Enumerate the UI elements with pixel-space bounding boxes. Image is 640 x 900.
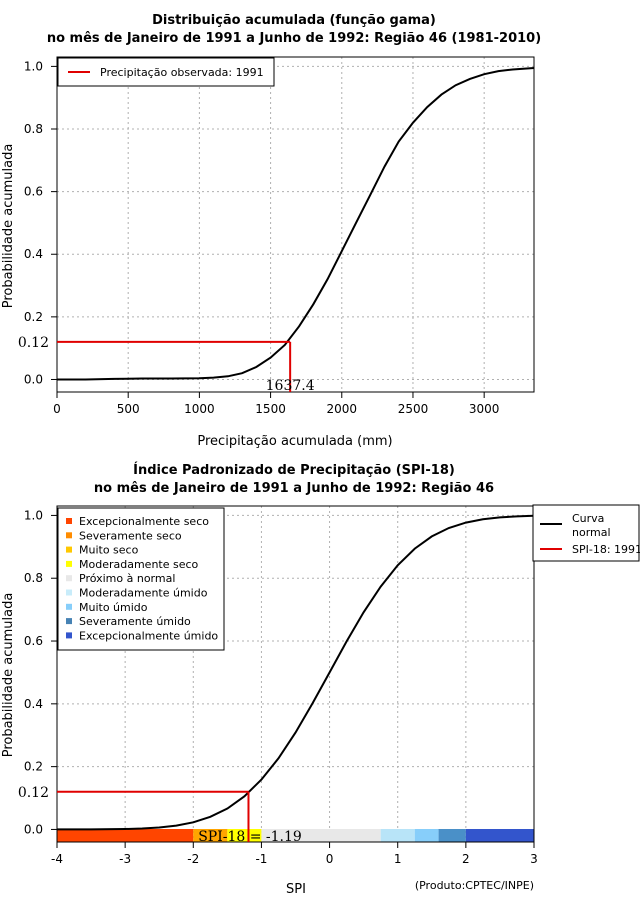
gamma-x-axis: 0 500 1000 1500 2000 2500 3000 [53, 392, 499, 416]
y-tick-label: 0.4 [24, 247, 43, 261]
x-tick-label: 0 [326, 852, 334, 866]
spi-legend-label-observed: SPI-18: 1991 [572, 543, 640, 556]
gamma-curve-line [57, 67, 535, 381]
spi-y-axis: 0.0 0.2 0.4 0.6 0.8 1.0 [24, 508, 57, 836]
spi-chart-title: Índice Padronizado de Precipitação (SPI-… [133, 462, 455, 478]
gamma-marker-x-label: 1637.4 [266, 378, 315, 394]
spi-category-label: Excepcionalmente úmido [79, 629, 218, 642]
spi-category-segment [380, 829, 415, 842]
x-tick-label: -4 [51, 852, 63, 866]
y-tick-label: 1.0 [24, 508, 43, 522]
spi-category-segment [227, 829, 262, 842]
spi-category-segment [465, 829, 534, 842]
spi-category-label: Moderadamente seco [79, 558, 199, 571]
spi-category-swatch [66, 532, 72, 539]
gamma-legend: Precipitação observada: 1991 [57, 57, 275, 87]
spi-category-label: Muito úmido [79, 601, 148, 614]
spi-category-label: Excepcionalmente seco [79, 515, 209, 528]
spi-category-bar [57, 829, 534, 842]
spi-chart: Índice Padronizado de Precipitação (SPI-… [1, 462, 640, 897]
gamma-legend-label: Precipitação observada: 1991 [100, 66, 264, 79]
spi-category-label: Severamente seco [79, 529, 182, 542]
spi-category-swatch [66, 618, 72, 625]
y-tick-label: 0.2 [24, 760, 43, 774]
y-tick-label: 0.2 [24, 310, 43, 324]
gamma-chart: Distribuição acumulada (função gama) no … [1, 13, 541, 449]
y-tick-label: 0.6 [24, 185, 43, 199]
x-tick-label: -2 [187, 852, 199, 866]
spi-category-segment [193, 829, 228, 842]
x-tick-label: 1500 [255, 402, 286, 416]
spi-x-axis-title: SPI [286, 882, 306, 897]
gamma-x-axis-title: Precipitação acumulada (mm) [197, 434, 392, 449]
spi-plot-frame [56, 505, 535, 843]
x-tick-label: 3000 [469, 402, 500, 416]
y-tick-label: 0.0 [24, 372, 43, 386]
gamma-marker-y-label: 0.12 [18, 335, 49, 351]
normal-curve-line [57, 514, 535, 831]
x-tick-label: 1000 [184, 402, 215, 416]
gamma-chart-title: Distribuição acumulada (função gama) [152, 13, 436, 28]
spi-legend-label-normal-1: Curva [572, 512, 604, 525]
gamma-legend-box [57, 57, 275, 87]
x-tick-label: 2500 [398, 402, 429, 416]
spi-category-swatch [66, 632, 72, 639]
x-tick-label: 0 [53, 402, 61, 416]
y-tick-label: 0.6 [24, 634, 43, 648]
y-tick-label: 0.8 [24, 122, 43, 136]
y-tick-label: 0.4 [24, 697, 43, 711]
spi-legend-label-normal-2: normal [572, 526, 611, 539]
x-tick-label: 500 [117, 402, 140, 416]
spi-category-segment [57, 829, 194, 842]
spi-lines-legend: Curva normal SPI-18: 1991 [532, 504, 640, 562]
spi-category-swatch [66, 560, 72, 567]
gamma-chart-subtitle: no mês de Janeiro de 1991 a Junho de 199… [47, 31, 541, 46]
spi-chart-subtitle: no mês de Janeiro de 1991 a Junho de 199… [94, 481, 494, 496]
spi-category-segment [414, 829, 439, 842]
spi-category-label: Severamente úmido [79, 615, 191, 628]
x-tick-label: -3 [119, 852, 131, 866]
spi-category-legend-box [57, 507, 225, 651]
y-tick-label: 0.0 [24, 822, 43, 836]
spi-category-label: Moderadamente úmido [79, 587, 208, 600]
spi-category-swatch [66, 575, 72, 582]
credit-text: (Produto:CPTEC/INPE) [415, 879, 534, 892]
spi-category-segment [438, 829, 466, 842]
spi-category-swatch [66, 589, 72, 596]
spi-marker-y-label: 0.12 [18, 785, 49, 801]
y-tick-label: 0.8 [24, 571, 43, 585]
spi-category-swatch [66, 603, 72, 610]
spi-category-swatch [66, 518, 72, 524]
x-tick-label: -1 [255, 852, 267, 866]
gamma-y-axis-title: Probabilidade acumulada [1, 144, 16, 309]
spi-lines-legend-box [532, 504, 640, 562]
spi-y-axis-title: Probabilidade acumulada [1, 593, 16, 758]
gamma-plot-frame [56, 56, 535, 393]
y-tick-label: 1.0 [24, 59, 43, 73]
spi-category-label: Muito seco [79, 544, 139, 557]
spi-category-swatch [66, 546, 72, 553]
x-tick-label: 1 [394, 852, 402, 866]
spi-value-annotation: SPI-18 = -1.19 [198, 829, 302, 845]
x-tick-label: 2000 [327, 402, 358, 416]
x-tick-label: 2 [462, 852, 470, 866]
spi-category-label: Próximo à normal [79, 572, 175, 585]
x-tick-label: 3 [530, 852, 538, 866]
spi-category-segment [261, 829, 381, 842]
gamma-y-axis: 0.0 0.2 0.4 0.6 0.8 1.0 [24, 59, 57, 386]
spi-x-axis: -4 -3 -2 -1 0 1 2 3 [51, 842, 538, 866]
